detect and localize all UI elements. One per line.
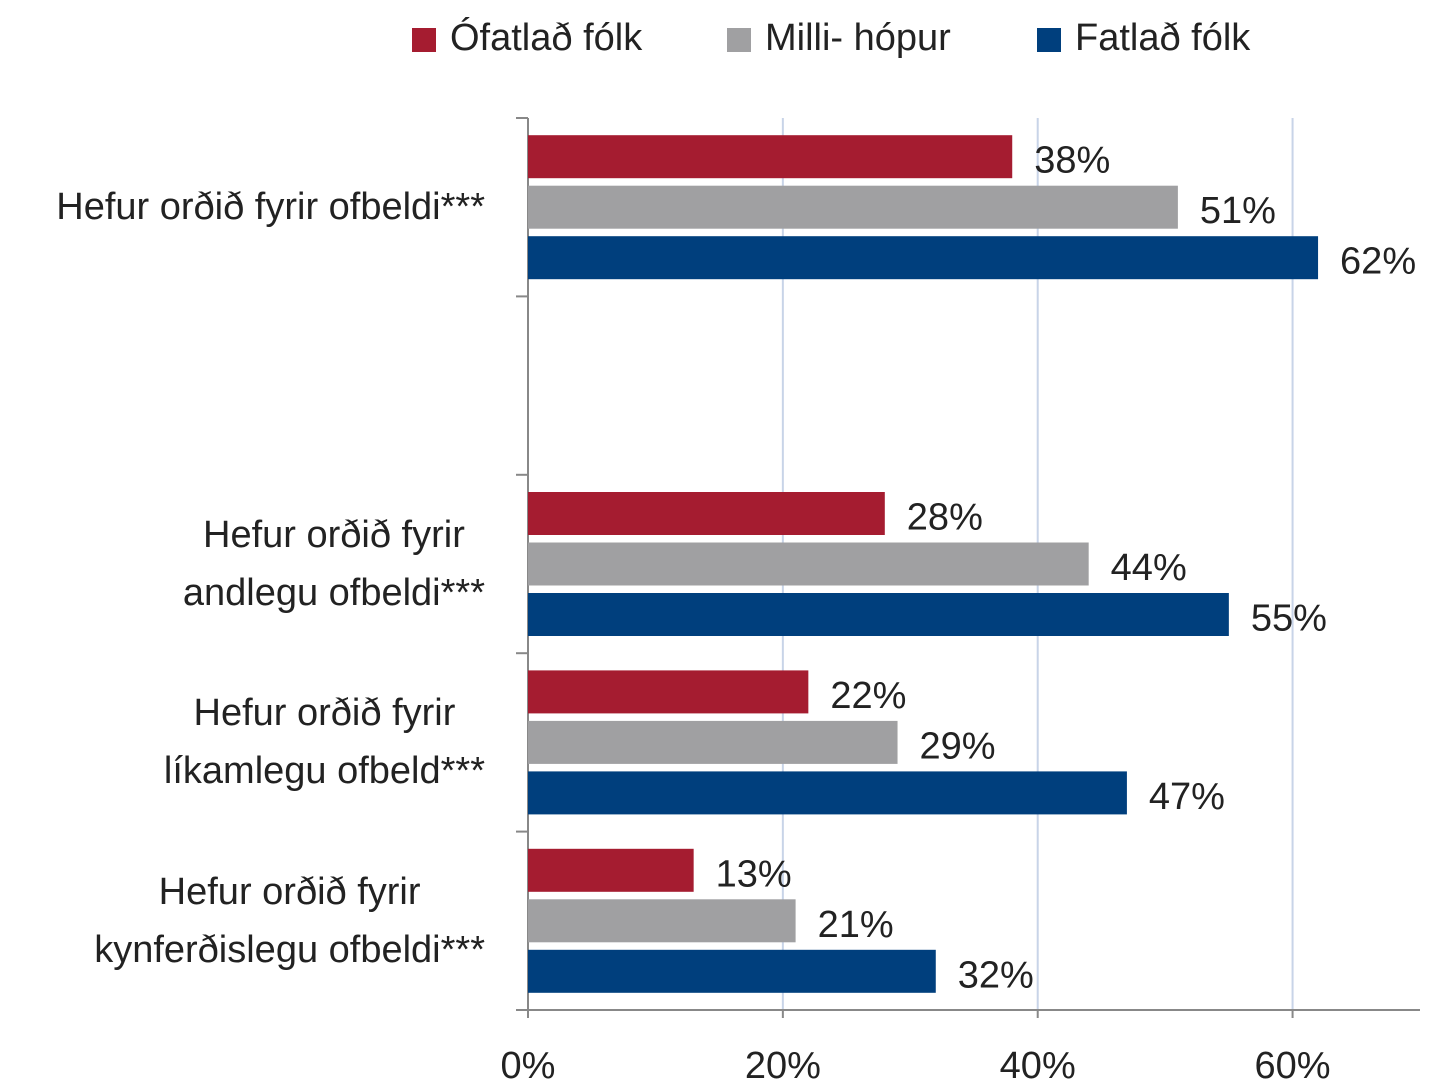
- y-tick-label: Hefur orðið fyrir ofbeldi***: [56, 186, 485, 229]
- x-tick-label: 20%: [745, 1045, 821, 1086]
- data-label: 22%: [830, 675, 906, 717]
- data-label: 44%: [1111, 547, 1187, 589]
- legend-swatch: [1037, 28, 1061, 52]
- bar: [528, 492, 885, 535]
- bar: [528, 236, 1319, 280]
- y-tick-label: Hefur orðið fyrir andlegu ofbeldi***: [182, 514, 485, 614]
- bar: [528, 542, 1089, 586]
- legend-swatch: [412, 28, 436, 52]
- data-label: 13%: [716, 853, 792, 895]
- bar: [528, 720, 898, 764]
- bar: [528, 670, 809, 714]
- bar: [528, 771, 1127, 815]
- bar: [528, 899, 796, 943]
- bar: [528, 185, 1178, 229]
- legend-label: Fatlað fólk: [1075, 17, 1251, 59]
- x-tick-label: 0%: [501, 1045, 556, 1086]
- data-label: 47%: [1149, 776, 1225, 818]
- bar: [528, 848, 694, 892]
- bar: [528, 949, 936, 993]
- data-label: 62%: [1340, 241, 1416, 283]
- data-label: 21%: [818, 904, 894, 946]
- data-label: 29%: [920, 725, 996, 767]
- data-label: 28%: [907, 497, 983, 539]
- x-tick-label: 60%: [1255, 1045, 1331, 1086]
- data-label: 51%: [1200, 190, 1276, 232]
- y-tick-label: Hefur orðið fyrir kynferðislegu ofbeldi*…: [94, 870, 485, 971]
- legend-label: Milli- hópur: [765, 17, 951, 59]
- x-tick-label: 40%: [1000, 1045, 1076, 1086]
- bar: [528, 593, 1229, 636]
- data-label: 32%: [958, 954, 1034, 996]
- data-label: 38%: [1034, 140, 1110, 182]
- bar: [528, 135, 1013, 179]
- legend-swatch: [727, 28, 751, 52]
- data-label: 55%: [1251, 598, 1327, 640]
- y-tick-label: Hefur orðið fyrir líkamlegu ofbeld***: [163, 692, 485, 793]
- legend-label: Ófatlað fólk: [450, 16, 643, 59]
